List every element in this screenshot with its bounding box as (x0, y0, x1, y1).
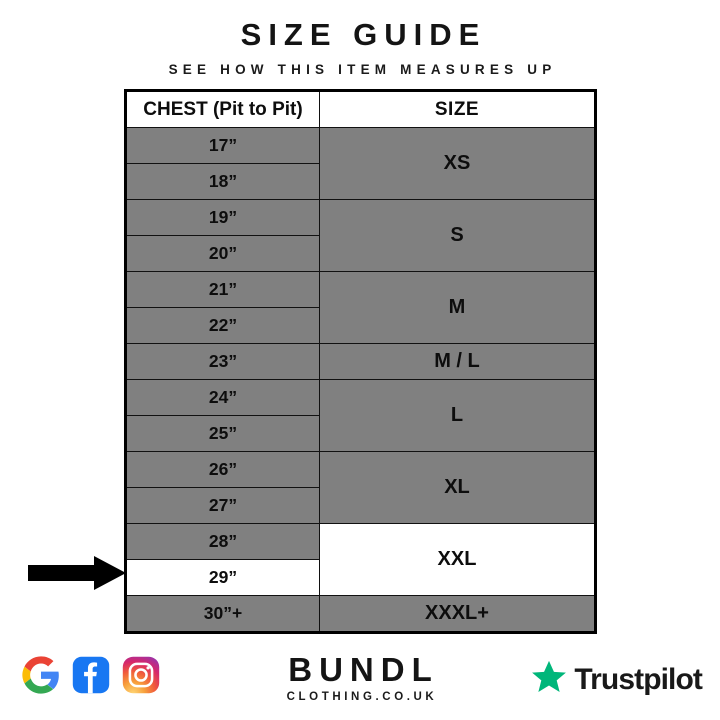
size-label-cell: XS (319, 127, 596, 200)
trustpilot-star-icon (530, 658, 568, 701)
social-links (22, 656, 160, 694)
page-footer: BUNDL CLOTHING.CO.UK Trustpilot (0, 640, 720, 720)
table-row: 25” (125, 415, 596, 452)
brand-name: BUNDL (288, 651, 439, 688)
table-row: 30”+ XXXL+ (125, 595, 596, 633)
chest-measurement-cell: 30”+ (125, 595, 320, 633)
chest-measurement-cell: 22” (125, 307, 320, 344)
right-arrow-icon (28, 556, 126, 590)
chest-measurement-cell: 24” (125, 379, 320, 416)
chest-measurement-cell: 28” (125, 523, 320, 560)
table-row: 28” XXL (125, 523, 596, 596)
size-label-cell: XXXL+ (319, 595, 596, 633)
chest-measurement-cell: 25” (125, 415, 320, 452)
facebook-icon[interactable] (72, 656, 110, 694)
size-label-cell: XXL (319, 523, 596, 596)
google-icon[interactable] (22, 656, 60, 694)
chest-measurement-cell: 18” (125, 163, 320, 200)
table-row: 26” XL (125, 451, 596, 524)
table-row: 18” (125, 163, 596, 200)
table-row: 27” (125, 487, 596, 524)
brand-domain: CLOTHING.CO.UK (286, 691, 438, 703)
size-label-cell: S (319, 199, 596, 272)
table-row: 21” M (125, 271, 596, 344)
table-header-row: CHEST (Pit to Pit) SIZE (125, 90, 596, 128)
chest-measurement-cell: 26” (125, 451, 320, 488)
size-label-cell: XL (319, 451, 596, 524)
size-guide-table-container: CHEST (Pit to Pit) SIZE 17” XS 18” 19” S 20” 2… (124, 89, 597, 634)
column-header-chest: CHEST (Pit to Pit) (125, 90, 320, 128)
chest-measurement-cell: 23” (125, 343, 320, 380)
table-row: 19” S (125, 199, 596, 272)
brand-logo: BUNDL CLOTHING.CO.UK (0, 640, 720, 703)
trustpilot-wordmark: Trustpilot (574, 662, 703, 696)
size-label-cell: L (319, 379, 596, 452)
chest-measurement-cell: 19” (125, 199, 320, 236)
instagram-icon[interactable] (122, 656, 160, 694)
chest-measurement-cell: 20” (125, 235, 320, 272)
table-row: 24” L (125, 379, 596, 452)
chest-measurement-cell: 21” (125, 271, 320, 308)
page-subtitle: SEE HOW THIS ITEM MEASURES UP (168, 62, 557, 78)
size-guide-table: CHEST (Pit to Pit) SIZE 17” XS 18” 19” S 20” 2… (124, 89, 597, 634)
table-row: 17” XS (125, 127, 596, 200)
table-row: 23” M / L (125, 343, 596, 380)
table-row: 20” (125, 235, 596, 272)
page-title: SIZE GUIDE (240, 17, 487, 52)
chest-measurement-cell: 27” (125, 487, 320, 524)
chest-measurement-cell: 17” (125, 127, 320, 164)
size-label-cell: M / L (319, 343, 596, 380)
column-header-size: SIZE (319, 90, 596, 128)
size-label-cell: M (319, 271, 596, 344)
chest-measurement-cell: 29” (125, 559, 320, 596)
table-row: 29” (125, 559, 596, 596)
trustpilot-logo[interactable]: Trustpilot (530, 658, 703, 701)
table-body: 17” XS 18” 19” S 20” 21” M 22” 23” M / L 24” L 25” 26”… (125, 127, 596, 633)
page-header: SIZE GUIDE SEE HOW THIS ITEM MEASURES UP (0, 0, 720, 77)
